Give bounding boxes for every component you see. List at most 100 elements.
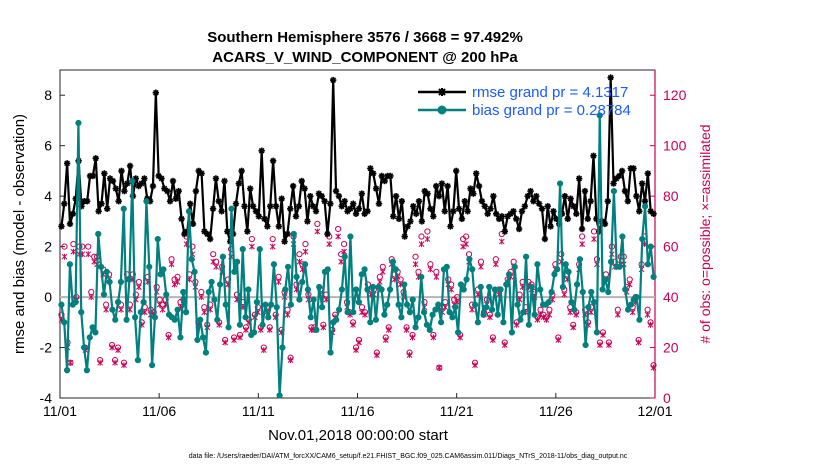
series-point-bias	[525, 321, 533, 328]
obs-assimilated-point	[353, 347, 359, 354]
obs-assimilated-point	[135, 283, 142, 290]
series-point-rmse	[521, 203, 529, 210]
series-point-rmse	[395, 215, 403, 223]
obs-assimilated-point	[478, 263, 484, 270]
obs-assimilated-point	[442, 304, 449, 311]
series-point-bias	[573, 281, 581, 288]
series-point-rmse	[261, 215, 268, 223]
series-point-bias	[565, 268, 572, 275]
series-point-rmse	[515, 225, 523, 233]
obs-assimilated-point	[85, 251, 92, 258]
obs-assimilated-point	[335, 233, 342, 240]
series-point-rmse	[378, 172, 386, 180]
series-point-bias	[579, 288, 586, 296]
series-point-bias	[117, 278, 125, 286]
series-point-bias	[245, 286, 252, 293]
series-point-rmse	[370, 170, 377, 177]
obs-assimilated-point	[356, 339, 362, 346]
x-tick-label: 11/06	[142, 403, 176, 419]
obs-assimilated-point	[118, 306, 124, 313]
series-point-rmse	[232, 200, 240, 207]
obs-assimilated-point	[97, 359, 104, 366]
series-point-rmse	[473, 170, 480, 177]
obs-assimilated-point	[168, 261, 175, 268]
obs-possible-point	[210, 251, 217, 258]
series-point-rmse	[575, 175, 583, 182]
series-point-rmse	[312, 208, 320, 215]
series-point-bias	[582, 341, 589, 349]
series-point-rmse	[69, 210, 77, 218]
y-right-tick-label: 80	[663, 188, 679, 204]
series-point-rmse	[621, 187, 629, 195]
series-point-bias	[596, 112, 603, 119]
series-point-bias	[265, 314, 272, 321]
series-point-bias	[437, 319, 445, 326]
obs-assimilated-point	[490, 336, 496, 343]
series-point-rmse	[541, 235, 549, 243]
series-point-rmse	[301, 185, 308, 192]
series-point-bias	[511, 263, 518, 270]
obs-assimilated-point	[501, 342, 508, 349]
series-point-bias	[211, 296, 218, 303]
series-point-rmse	[564, 215, 571, 223]
obs-assimilated-point	[222, 339, 228, 346]
obs-assimilated-point	[561, 291, 568, 298]
series-point-rmse	[298, 177, 305, 185]
series-point-rmse	[401, 233, 408, 240]
series-point-rmse	[561, 192, 569, 200]
obs-assimilated-point	[302, 248, 309, 255]
series-point-rmse	[630, 165, 637, 172]
series-point-bias	[457, 281, 465, 288]
series-point-rmse	[61, 200, 68, 207]
series-point-bias	[548, 288, 555, 296]
series-point-bias	[185, 208, 193, 215]
series-point-rmse	[367, 165, 374, 172]
obs-assimilated-point	[600, 331, 606, 338]
series-point-rmse	[636, 208, 643, 215]
series-point-bias	[386, 286, 394, 293]
series-point-bias	[429, 311, 436, 318]
obs-assimilated-point	[418, 241, 425, 248]
series-point-bias	[335, 306, 343, 313]
legend-bias-marker	[437, 105, 447, 115]
series-point-rmse	[550, 208, 557, 215]
series-point-bias	[112, 316, 119, 323]
series-point-rmse	[66, 220, 74, 228]
series-point-bias	[517, 316, 524, 323]
obs-assimilated-point	[231, 336, 237, 343]
series-point-bias	[423, 321, 431, 328]
series-point-rmse	[206, 235, 214, 243]
series-point-rmse	[141, 175, 148, 182]
obs-assimilated-point	[216, 321, 223, 328]
series-point-bias	[426, 326, 433, 333]
footnote: data file: /Users/raeder/DAI/ATM_forcXX/…	[189, 453, 628, 460]
obs-assimilated-point	[382, 336, 389, 343]
series-point-bias	[559, 283, 567, 291]
series-point-bias	[250, 329, 258, 336]
series-point-bias	[588, 288, 595, 296]
series-point-rmse	[381, 177, 388, 185]
obs-possible-point	[189, 243, 196, 250]
series-point-bias	[177, 334, 184, 341]
obs-assimilated-point	[427, 266, 434, 273]
series-point-rmse	[638, 180, 646, 187]
series-point-bias	[126, 276, 133, 283]
obs-assimilated-point	[287, 357, 294, 364]
x-tick-label: 11/16	[341, 403, 375, 419]
series-point-bias	[290, 230, 297, 238]
series-point-bias	[282, 286, 289, 293]
obs-possible-point	[412, 253, 419, 260]
obs-assimilated-point	[570, 324, 577, 331]
series-point-bias	[100, 291, 108, 298]
series-point-bias	[304, 286, 312, 293]
series-point-bias	[477, 283, 484, 291]
series-point-rmse	[581, 187, 589, 195]
series-point-rmse	[158, 175, 165, 182]
series-point-bias	[644, 261, 652, 268]
series-point-bias	[415, 314, 422, 321]
obs-assimilated-point	[457, 334, 463, 341]
series-point-bias	[389, 258, 397, 265]
series-point-rmse	[264, 223, 271, 230]
series-point-rmse	[169, 177, 177, 185]
